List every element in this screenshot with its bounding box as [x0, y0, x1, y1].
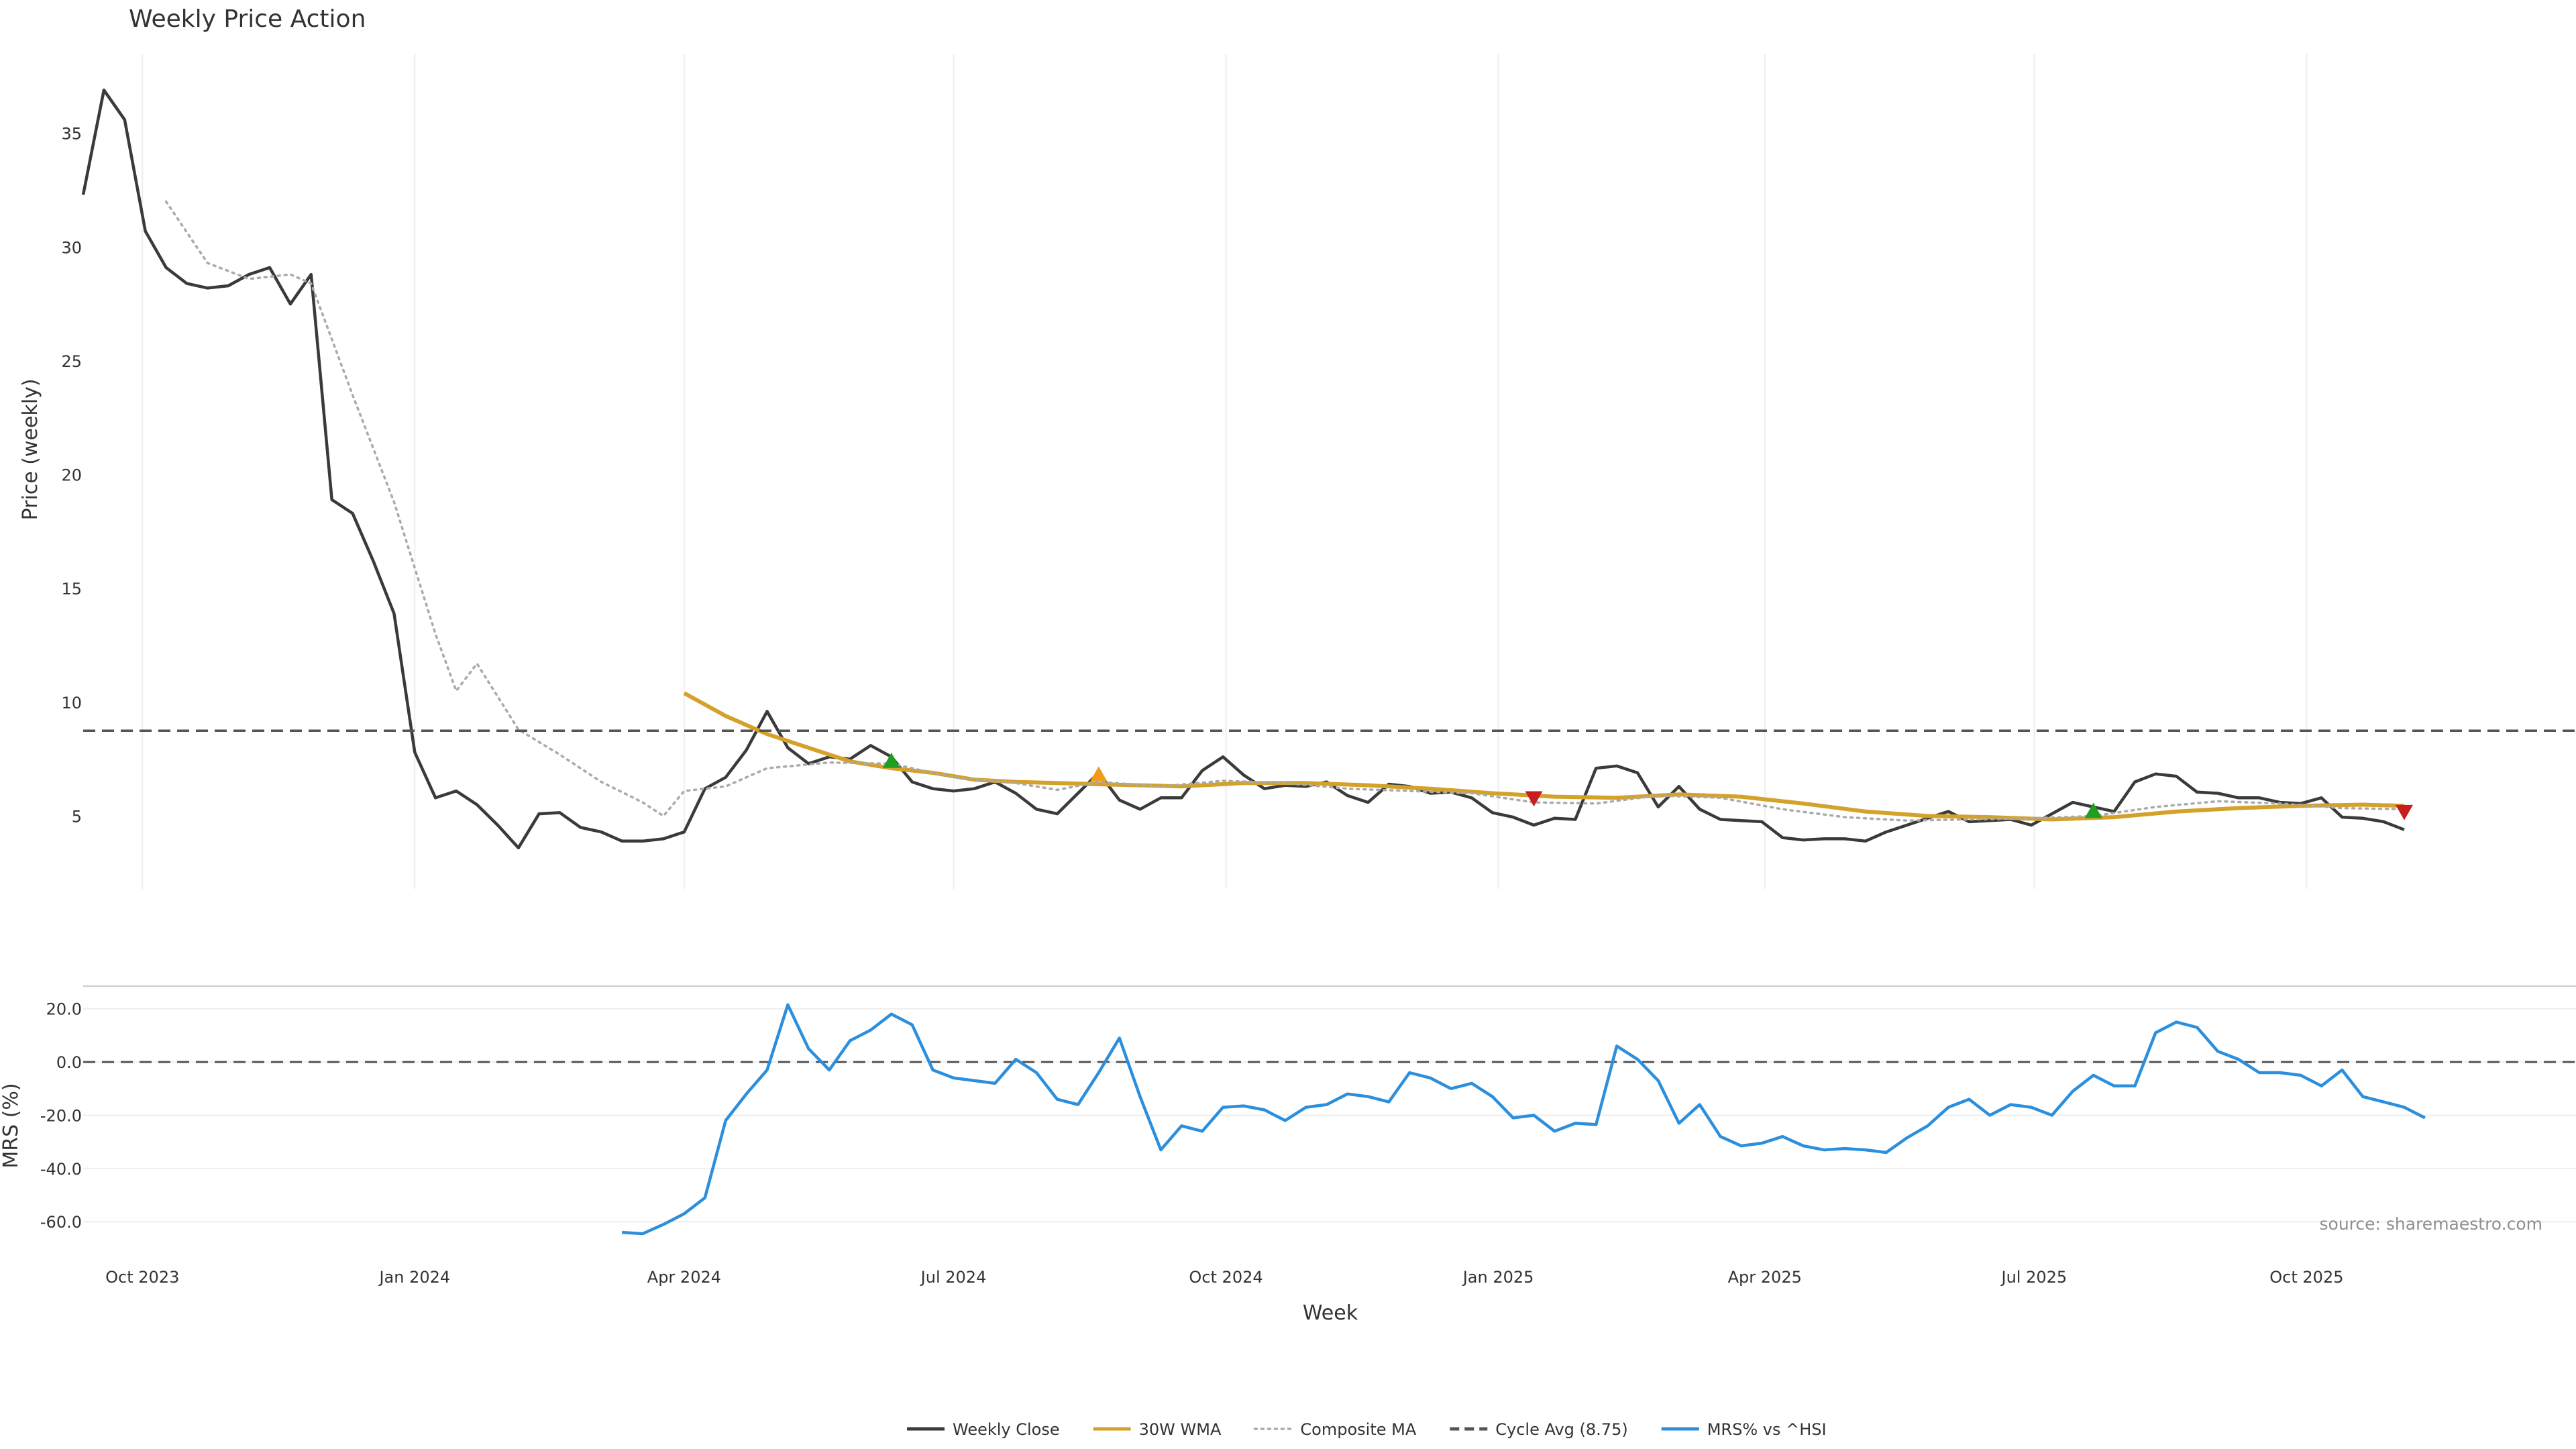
x-tick-label: Jul 2025 [2000, 1268, 2068, 1287]
x-tick-label: Oct 2024 [1189, 1268, 1263, 1287]
legend-label: Composite MA [1300, 1420, 1416, 1439]
signal-marker-up [882, 753, 900, 768]
price-series-lines [81, 89, 2576, 850]
price-y-tick-label: 30 [61, 238, 82, 257]
x-axis-title: Week [1303, 1301, 1358, 1325]
x-tick-label: Apr 2024 [647, 1268, 721, 1287]
composite-ma-line [164, 200, 2406, 822]
mrs-y-tick-label: -20.0 [40, 1106, 82, 1125]
mrs-y-tick-label: 20.0 [46, 1000, 82, 1019]
legend-label: Cycle Avg (8.75) [1495, 1420, 1627, 1439]
price-y-tick-label: 5 [72, 807, 82, 826]
signal-marker-down [2396, 804, 2414, 820]
price-y-tick-label: 35 [61, 125, 82, 144]
mrs-y-tick-label: 0.0 [56, 1053, 82, 1072]
price-y-tick-label: 20 [61, 466, 82, 485]
chart-legend: Weekly Close 30W WMA Composite MA Cycle Avg… [907, 1420, 1827, 1439]
legend-label: 30W WMA [1139, 1420, 1222, 1439]
signal-markers [882, 753, 2414, 820]
price-panel-grid [142, 54, 2308, 889]
x-tick-label: Jan 2024 [378, 1268, 450, 1287]
signal-marker-up [1089, 766, 1108, 782]
price-y-ticks: 5 10 15 20 25 30 35 [61, 125, 82, 826]
price-y-axis-title: Price (weekly) [19, 378, 42, 520]
x-tick-label: Jul 2024 [920, 1268, 987, 1287]
mrs-panel-grid [83, 1008, 2576, 1223]
x-tick-label: Jan 2025 [1462, 1268, 1534, 1287]
signal-marker-up [2084, 802, 2102, 818]
signal-marker-down [1525, 791, 1543, 807]
legend-label: MRS% vs ^HSI [1707, 1420, 1827, 1439]
mrs-y-ticks: 20.0 0.0 -20.0 -40.0 -60.0 [40, 1000, 82, 1232]
price-y-tick-label: 15 [61, 580, 82, 598]
mrs-y-axis-title: MRS (%) [0, 1083, 23, 1168]
chart-title: Weekly Price Action [129, 5, 366, 33]
price-y-tick-label: 10 [61, 694, 82, 712]
mrs-vs-hsi-line [622, 1003, 2426, 1236]
price-y-tick-label: 25 [61, 352, 82, 371]
weekly-close-line [81, 89, 2405, 850]
mrs-y-tick-label: -60.0 [40, 1213, 82, 1232]
source-credit: source: sharemaestro.com [2320, 1214, 2543, 1234]
x-tick-label: Oct 2025 [2269, 1268, 2343, 1287]
x-tick-label: Oct 2023 [105, 1268, 179, 1287]
mrs-y-tick-label: -40.0 [40, 1160, 82, 1179]
x-axis-ticks: Oct 2023 Jan 2024 Apr 2024 Jul 2024 Oct 2024… [105, 1268, 2343, 1287]
legend-label: Weekly Close [953, 1420, 1060, 1439]
30w-wma-line [683, 691, 2405, 822]
x-tick-label: Apr 2025 [1728, 1268, 1802, 1287]
mrs-series-lines [83, 1003, 2576, 1236]
